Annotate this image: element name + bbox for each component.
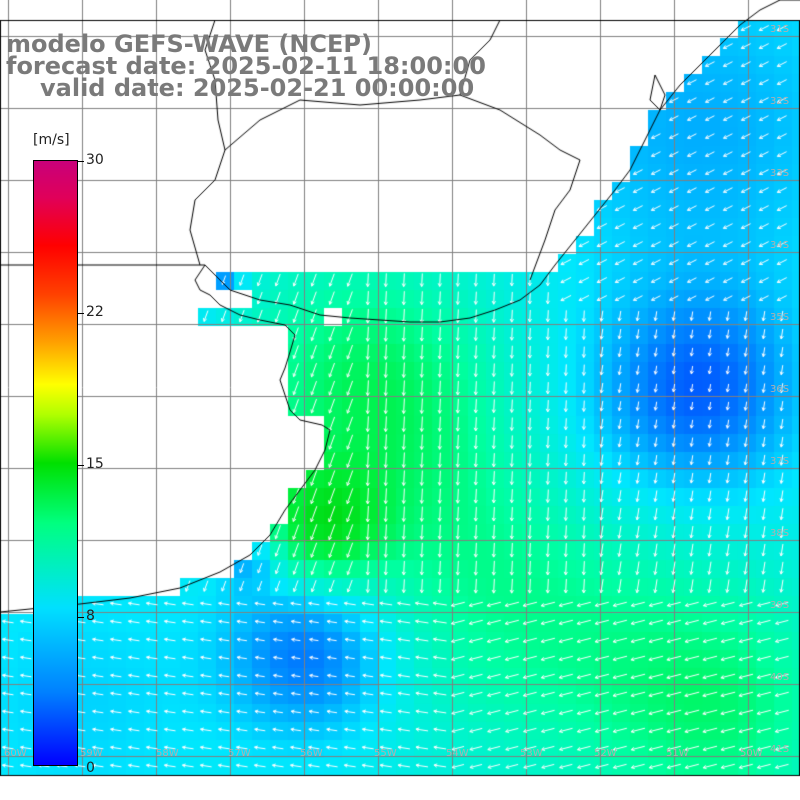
lon-label: 54W <box>446 748 469 759</box>
lon-label: 58W <box>156 748 179 759</box>
colorbar-tickmark <box>78 161 84 162</box>
lat-label: 32S <box>770 96 790 107</box>
colorbar-tick-8: 8 <box>86 608 95 624</box>
lon-label: 55W <box>374 748 397 759</box>
lon-label: 50W <box>740 748 763 759</box>
colorbar-tick-15: 15 <box>86 456 104 472</box>
lat-label: 36S <box>770 384 790 395</box>
colorbar-tick-22: 22 <box>86 304 104 320</box>
colorbar-tickmark <box>78 313 84 314</box>
lat-label: 33S <box>770 168 790 179</box>
lat-label: 41S <box>770 744 790 755</box>
model-title: modelo GEFS-WAVE (NCEP) <box>6 30 372 58</box>
colorbar-tickmark <box>78 465 84 466</box>
forecast-date: forecast date: 2025-02-11 18:00:00 <box>6 52 486 80</box>
lon-label: 52W <box>594 748 617 759</box>
lon-label: 53W <box>520 748 543 759</box>
lon-label: 56W <box>300 748 323 759</box>
lat-label: 35S <box>770 312 790 323</box>
lat-label: 38S <box>770 528 790 539</box>
lon-label: 57W <box>228 748 251 759</box>
lat-label: 40S <box>770 672 790 683</box>
colorbar-tickmark <box>78 617 84 618</box>
lat-label: 37S <box>770 456 790 467</box>
lon-label: 60W <box>4 748 27 759</box>
colorbar-tick-30: 30 <box>86 152 104 168</box>
valid-date: valid date: 2025-02-21 00:00:00 <box>40 74 475 102</box>
lat-label: 39S <box>770 600 790 611</box>
lat-label: 34S <box>770 240 790 251</box>
lon-label: 51W <box>666 748 689 759</box>
colorbar <box>33 160 78 766</box>
lat-label: 31S <box>770 24 790 35</box>
lon-label: 59W <box>80 748 103 759</box>
colorbar-tick-0: 0 <box>86 760 95 776</box>
colorbar-unit: [m/s] <box>33 132 70 148</box>
